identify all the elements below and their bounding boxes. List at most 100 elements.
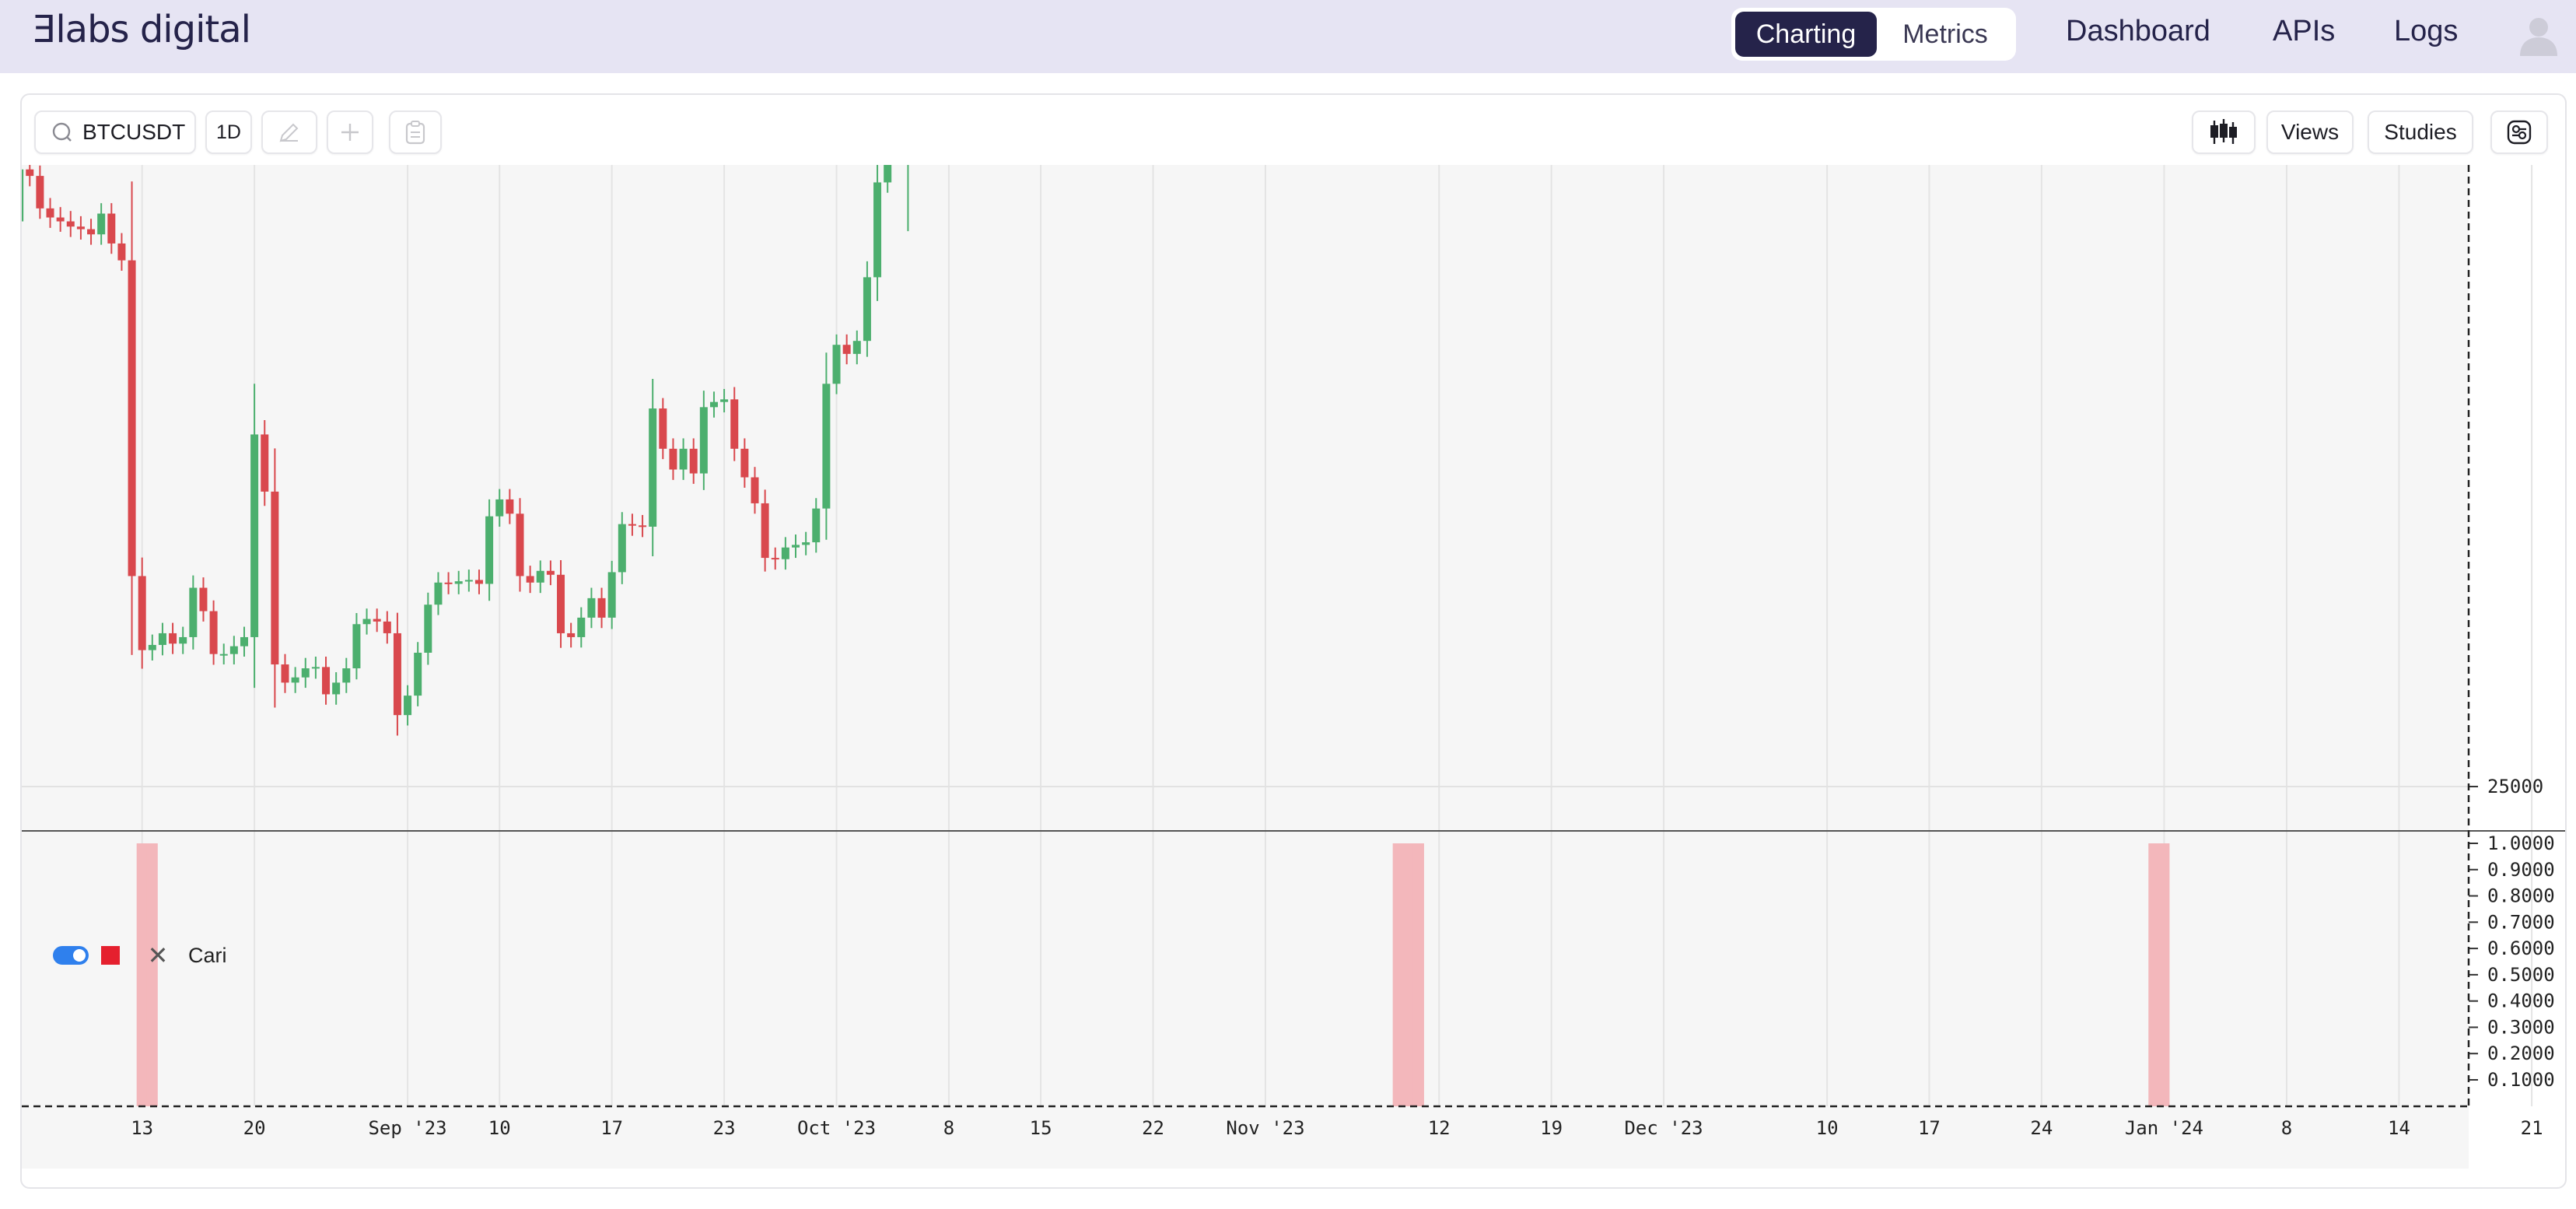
- x-tick-label: 15: [1030, 1117, 1052, 1139]
- candle-up: [464, 580, 473, 582]
- candle-down: [516, 513, 524, 576]
- clipboard-icon: [405, 121, 425, 145]
- candle-up: [781, 547, 789, 559]
- candle-down: [567, 633, 576, 637]
- indicator-tick-label: 0.8000: [2487, 885, 2555, 907]
- candle-down: [128, 260, 136, 576]
- y-tick-label: 25000: [2487, 776, 2543, 797]
- candle-down: [842, 345, 851, 354]
- studies-button[interactable]: Studies: [2368, 110, 2473, 154]
- clipboard-button[interactable]: [389, 110, 442, 154]
- candle-up: [22, 169, 24, 222]
- x-tick-label: 20: [243, 1117, 266, 1139]
- add-button[interactable]: [327, 110, 373, 154]
- edit-button[interactable]: [261, 110, 317, 154]
- indicator-tick-label: 0.2000: [2487, 1043, 2555, 1064]
- candle-down: [751, 477, 759, 503]
- candle-down: [771, 558, 779, 560]
- candle-down: [261, 434, 269, 492]
- candle-down: [557, 574, 565, 633]
- metrics-tab[interactable]: Metrics: [1902, 19, 1988, 49]
- candle-down: [66, 221, 75, 227]
- indicator-color-swatch[interactable]: [101, 946, 120, 965]
- indicator-tick-label: 0.5000: [2487, 964, 2555, 986]
- x-tick-label: 13: [131, 1117, 153, 1139]
- candle-down: [546, 570, 555, 575]
- chart-type-button[interactable]: [2192, 110, 2256, 154]
- indicator-tick-label: 1.0000: [2487, 832, 2555, 854]
- x-tick-label: 8: [2281, 1117, 2292, 1139]
- signal-bar: [1392, 843, 1404, 1106]
- x-tick-label: Nov '23: [1226, 1117, 1304, 1139]
- x-tick-label: 21: [2521, 1117, 2543, 1139]
- candle-down: [639, 525, 647, 527]
- candle-down: [393, 633, 401, 716]
- candle-up: [607, 572, 616, 618]
- x-tick-label: 12: [1428, 1117, 1451, 1139]
- user-avatar-icon[interactable]: [2516, 12, 2561, 58]
- candle-up: [802, 542, 810, 545]
- signal-bar: [1412, 843, 1424, 1106]
- candle-down: [444, 582, 453, 584]
- indicator-tick-label: 0.9000: [2487, 859, 2555, 881]
- remove-indicator-icon[interactable]: ✕: [147, 941, 169, 969]
- chart-card: BTCUSDT 1D Views Studies: [20, 93, 2567, 1189]
- views-button[interactable]: Views: [2266, 110, 2354, 154]
- indicator-toggle[interactable]: [53, 946, 89, 965]
- candle-up: [352, 624, 361, 669]
- candle-up: [179, 636, 187, 644]
- candle-down: [117, 243, 126, 261]
- candle-down: [597, 597, 606, 618]
- candle-up: [454, 581, 463, 584]
- x-tick-label: Jan '24: [2125, 1117, 2203, 1139]
- candle-up: [250, 434, 259, 637]
- indicator-tick-label: 0.1000: [2487, 1069, 2555, 1091]
- candle-up: [832, 345, 841, 384]
- nav-apis[interactable]: APIs: [2273, 15, 2336, 47]
- candle-down: [56, 217, 65, 222]
- candle-up: [97, 213, 106, 235]
- edit-icon: [279, 123, 299, 142]
- candle-down: [107, 213, 116, 244]
- candle-down: [87, 229, 96, 235]
- candle-down: [199, 587, 208, 612]
- symbol-search[interactable]: BTCUSDT: [34, 110, 196, 154]
- candle-down: [761, 503, 769, 559]
- x-tick-label: Dec '23: [1624, 1117, 1703, 1139]
- candle-up: [434, 582, 443, 605]
- nav-logs[interactable]: Logs: [2394, 15, 2459, 47]
- candle-down: [474, 580, 483, 584]
- chart-settings-button[interactable]: [2490, 110, 2548, 154]
- plus-icon: [341, 124, 359, 141]
- candle-down: [36, 176, 44, 209]
- candlestick-icon: [2210, 119, 2237, 144]
- candle-up: [404, 696, 412, 716]
- candle-down: [526, 576, 534, 583]
- top-navigation: Ǝlabs digital Charting Metrics Dashboard…: [0, 0, 2576, 73]
- nav-dashboard[interactable]: Dashboard: [2066, 15, 2210, 47]
- candle-down: [271, 491, 279, 665]
- candle-up: [873, 182, 882, 278]
- x-tick-label: 10: [1816, 1117, 1839, 1139]
- candle-down: [209, 611, 218, 654]
- candle-up: [485, 516, 494, 584]
- candle-down: [169, 633, 177, 644]
- x-tick-label: Oct '23: [797, 1117, 876, 1139]
- x-tick-label: 8: [943, 1117, 954, 1139]
- candle-up: [852, 341, 861, 354]
- candle-up: [884, 165, 892, 183]
- app-logo[interactable]: Ǝlabs digital: [33, 8, 251, 51]
- candle-up: [577, 617, 586, 637]
- signal-bar: [146, 843, 158, 1106]
- candle-up: [424, 604, 432, 653]
- candle-up: [495, 499, 504, 517]
- candle-down: [689, 448, 698, 474]
- interval-button[interactable]: 1D: [205, 110, 252, 154]
- candle-down: [730, 399, 739, 449]
- charting-tab[interactable]: Charting: [1735, 12, 1877, 57]
- candle-up: [812, 508, 821, 543]
- candle-up: [720, 399, 729, 402]
- candle-down: [322, 667, 331, 695]
